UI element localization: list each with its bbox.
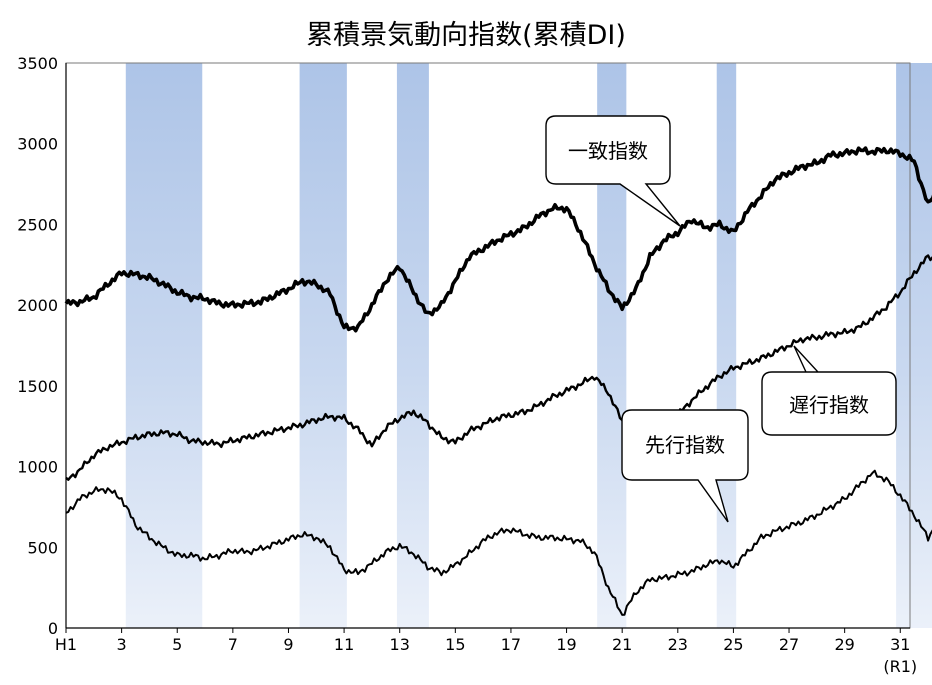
x-tick-labels: H1 3 5 7 9 11 13 15 17 19 21 23 25 27 29 31 (R1) [55, 628, 917, 676]
y-tick-label: 2500 [17, 215, 58, 234]
recession-band-1 [299, 63, 347, 628]
axes [65, 63, 910, 629]
x-tick-label: 5 [172, 635, 182, 654]
y-tick-label: 3000 [17, 135, 58, 154]
callout-coincident: 一致指数 [545, 115, 681, 227]
callout-coincident-label: 一致指数 [568, 139, 648, 163]
y-tick-label: 1500 [17, 377, 58, 396]
recession-band-5 [896, 63, 932, 628]
y-tick-label: 3500 [17, 54, 58, 73]
y-tick-label: 2000 [17, 296, 58, 315]
x-tick-label: H1 [55, 635, 77, 654]
callout-leading-label: 先行指数 [645, 433, 725, 457]
callout-leading: 先行指数 [621, 409, 749, 523]
x-tick-label: 21 [612, 635, 632, 654]
x-tick-label: 27 [779, 635, 799, 654]
x-tick-label: 11 [334, 635, 354, 654]
series-lines [64, 146, 932, 616]
series-line-1 [65, 254, 932, 481]
x-tick-label: 13 [390, 635, 410, 654]
x-tick-label: 25 [723, 635, 743, 654]
callout-leading-box [621, 409, 749, 523]
x-tick-label: 17 [501, 635, 521, 654]
x-tick-sublabel: (R1) [883, 657, 917, 676]
y-tick-label: 500 [27, 538, 58, 557]
y-tick-labels: 0 500 1000 1500 2000 2500 3000 3500 [17, 54, 58, 638]
y-tick-label: 0 [48, 619, 58, 638]
callout-lagging-label: 遅行指数 [789, 393, 869, 417]
callout-lagging: 遅行指数 [761, 345, 897, 436]
x-tick-label: 3 [117, 635, 127, 654]
y-tick-label: 1000 [17, 458, 58, 477]
x-tick-label: 29 [834, 635, 854, 654]
series-line-2 [65, 469, 932, 616]
x-tick-label: 9 [283, 635, 293, 654]
series-line-0 [64, 146, 932, 333]
callout-coincident-box [545, 115, 681, 227]
x-tick-label: 19 [556, 635, 576, 654]
recession-bands [125, 63, 932, 628]
x-tick-label: 15 [445, 635, 465, 654]
x-tick-label: 31 [890, 635, 910, 654]
recession-band-0 [125, 63, 203, 628]
x-tick-label: 23 [668, 635, 688, 654]
recession-band-2 [396, 63, 429, 628]
chart-title: 累積景気動向指数(累積DI) [306, 20, 626, 51]
callout-lagging-box [761, 345, 897, 436]
x-tick-label: 7 [228, 635, 238, 654]
recession-band-4 [716, 63, 737, 628]
